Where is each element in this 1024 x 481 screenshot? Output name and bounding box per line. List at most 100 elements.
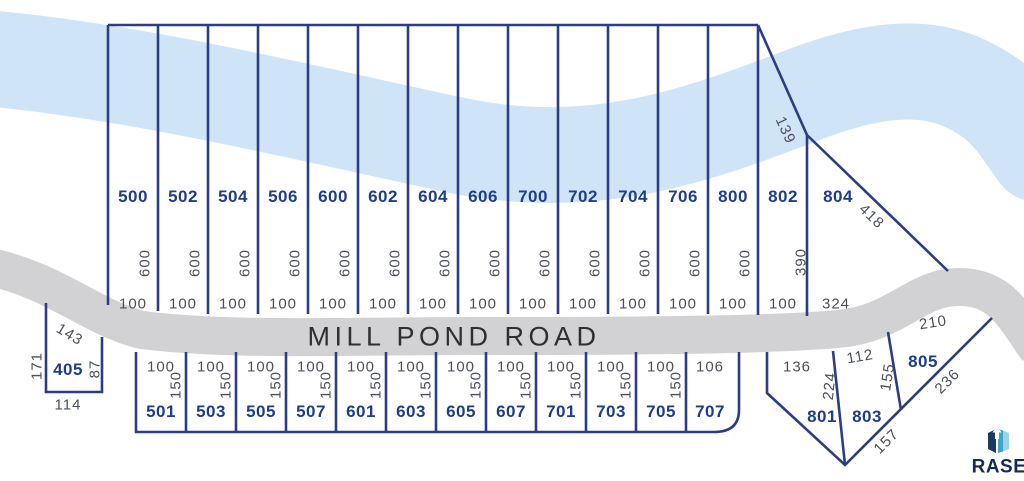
- lot-701-depth-dim: 150: [567, 371, 584, 399]
- lot-802-depth-dim: 390: [792, 248, 809, 276]
- lot-707-number: 707: [695, 402, 725, 421]
- lot-607-depth-dim: 150: [517, 371, 534, 399]
- lot-801-803-divider: [831, 350, 847, 466]
- lot-600: 600 600 100: [306, 25, 353, 314]
- lot-803-east-dim: 155: [877, 362, 898, 392]
- lot-802-frontage-dim: 100: [769, 295, 797, 312]
- lot-503-frontage-dim: 100: [197, 358, 225, 375]
- lot-604-depth-dim: 600: [436, 249, 453, 277]
- lot-507-frontage-dim: 100: [297, 358, 325, 375]
- lot-502-depth-dim: 600: [186, 249, 203, 277]
- lot-704-number: 704: [618, 187, 648, 206]
- lot-506: 506 600 100: [256, 25, 303, 314]
- lot-701-number: 701: [546, 402, 576, 421]
- lot-805-frontage-dim: 210: [918, 312, 948, 333]
- lot-706-depth-dim: 600: [686, 249, 703, 277]
- lot-706: 706 600 100: [656, 25, 703, 314]
- lot-506-frontage-dim: 100: [269, 295, 297, 312]
- lot-700-number: 700: [518, 187, 548, 206]
- lot-505-number: 505: [246, 402, 276, 421]
- lot-707: 106 707: [684, 352, 725, 432]
- lot-405-west-dim: 171: [28, 352, 45, 380]
- lot-800-number: 800: [718, 187, 748, 206]
- lot-701-frontage-dim: 100: [547, 358, 575, 375]
- south-outline: [134, 352, 741, 434]
- lot-800-frontage-dim: 100: [719, 295, 747, 312]
- lot-500-number: 500: [118, 187, 148, 206]
- lot-800-depth-dim: 600: [736, 249, 753, 277]
- lot-601-frontage-dim: 100: [347, 358, 375, 375]
- lot-606: 606 600 100: [456, 25, 503, 314]
- lot-504-number: 504: [218, 187, 248, 206]
- lot-504: 504 600 100: [206, 25, 253, 314]
- lot-700: 700 600 100: [506, 25, 553, 314]
- lot-504-depth-dim: 600: [236, 249, 253, 277]
- lot-804-number: 804: [823, 187, 853, 206]
- lot-503-number: 503: [196, 402, 226, 421]
- cube-logo-icon: [988, 426, 1009, 453]
- lot-801-number: 801: [807, 407, 837, 426]
- lot-502-number: 502: [168, 187, 198, 206]
- lot-602-number: 602: [368, 187, 398, 206]
- lot-702: 702 600 100: [556, 25, 603, 314]
- lot-603-number: 603: [396, 402, 426, 421]
- lot-705-number: 705: [646, 402, 676, 421]
- cube-arrow-icon: [992, 426, 1002, 439]
- lot-803-se-dim: 157: [871, 426, 903, 458]
- lot-705-frontage-dim: 100: [647, 358, 675, 375]
- road-band: [0, 249, 1024, 361]
- lot-703-number: 703: [596, 402, 626, 421]
- lot-606-frontage-dim: 100: [469, 295, 497, 312]
- lot-803-805-divider: [886, 331, 903, 411]
- lot-704: 704 600 100: [606, 25, 653, 314]
- lot-600-number: 600: [318, 187, 348, 206]
- lot-604-number: 604: [418, 187, 448, 206]
- lot-803-frontage-dim: 112: [845, 346, 874, 367]
- lot-702-frontage-dim: 100: [569, 295, 597, 312]
- lot-801-east-dim: 224: [820, 371, 840, 401]
- lot-501-depth-dim: 150: [167, 371, 184, 399]
- lot-607-frontage-dim: 100: [497, 358, 525, 375]
- lot-700-depth-dim: 600: [536, 249, 553, 277]
- lot-602-frontage-dim: 100: [369, 295, 397, 312]
- lot-601-depth-dim: 150: [367, 371, 384, 399]
- lot-801-805-outline: [765, 317, 993, 467]
- lot-801-frontage-dim: 136: [783, 358, 811, 375]
- river-band: [0, 11, 1024, 204]
- north-lots: 5006001005026001005046001005066001006006…: [106, 23, 760, 315]
- lot-801-803-805: 801 136 224 803 112 155 157 805 210 236: [765, 312, 993, 467]
- lot-604: 604 600 100: [406, 25, 453, 314]
- lot-603-frontage-dim: 100: [397, 358, 425, 375]
- lot-500-frontage-dim: 100: [119, 295, 147, 312]
- lot-405-east-dim: 87: [86, 360, 103, 379]
- lot-804-hypotenuse-dim: 418: [855, 201, 887, 233]
- lot-505-frontage-dim: 100: [247, 358, 275, 375]
- lot-405-boundary: [44, 303, 104, 394]
- lot-704-depth-dim: 600: [636, 249, 653, 277]
- lot-605-frontage-dim: 100: [447, 358, 475, 375]
- lot-500: 500 600 100: [106, 25, 153, 312]
- road-name-label: MILL POND ROAD: [307, 321, 600, 351]
- lot-605-number: 605: [446, 402, 476, 421]
- lot-600-frontage-dim: 100: [319, 295, 347, 312]
- lot-800: 800 600 100: [706, 25, 753, 314]
- lot-607-number: 607: [496, 402, 526, 421]
- lot-702-depth-dim: 600: [586, 249, 603, 277]
- lot-503-depth-dim: 150: [217, 371, 234, 399]
- lot-500-depth-dim: 600: [136, 249, 153, 277]
- cube-mid-face: [998, 429, 1003, 453]
- lot-606-number: 606: [468, 187, 498, 206]
- lot-606-depth-dim: 600: [486, 249, 503, 277]
- road: MILL POND ROAD: [0, 249, 1024, 361]
- lot-804-frontage-dim: 324: [822, 295, 850, 312]
- lot-502-frontage-dim: 100: [169, 295, 197, 312]
- lot-602-depth-dim: 600: [386, 249, 403, 277]
- logo: RASE: [972, 426, 1024, 478]
